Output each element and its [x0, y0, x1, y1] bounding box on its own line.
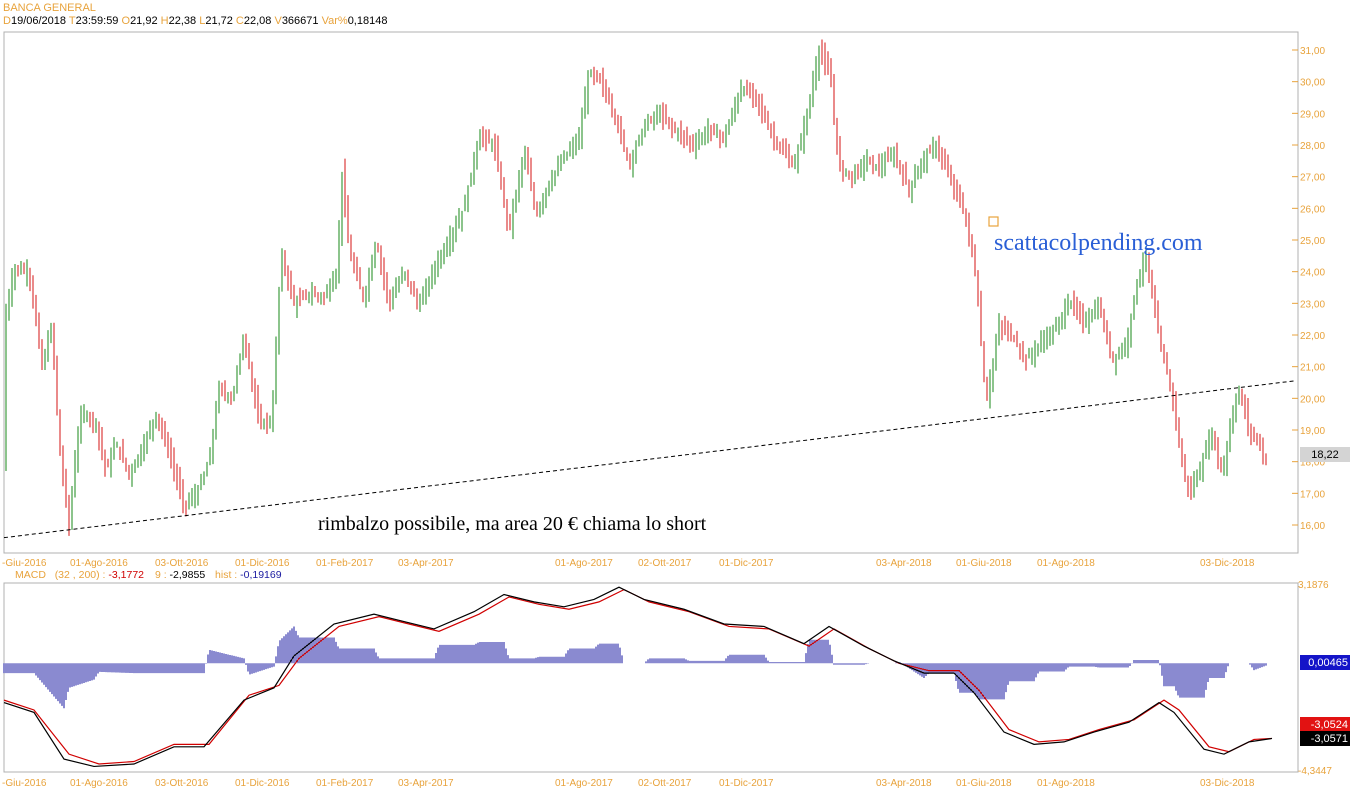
macd-y-top-label: 3,1876 — [1298, 580, 1329, 591]
y-tick-label: 17,00 — [1300, 489, 1325, 500]
macd-x-axis: -Giu-2016 01-Ago-2016 03-Ott-2016 01-Dic-20… — [2, 778, 1255, 789]
signal-value: -2,9855 — [169, 569, 206, 581]
x-tick-label: -Giu-2016 — [2, 778, 47, 789]
x-tick-label: 03-Apr-2018 — [876, 558, 932, 569]
volume-value: 366671 — [281, 15, 319, 27]
time-value: 23:59:59 — [75, 15, 119, 27]
high-label: H — [160, 15, 169, 27]
x-tick-label: 03-Ott-2016 — [155, 558, 209, 569]
macd-y-bottom-label: -4,3447 — [1298, 766, 1332, 777]
open-value: 21,92 — [130, 15, 158, 27]
close-label: C — [235, 15, 244, 27]
x-tick-label: 01-Giu-2018 — [956, 778, 1012, 789]
y-tick-label: 16,00 — [1300, 521, 1325, 532]
y-tick-label: 19,00 — [1300, 426, 1325, 437]
hist-value: -0,19169 — [240, 569, 282, 581]
y-tick-label: 30,00 — [1300, 78, 1325, 89]
y-tick-label: 23,00 — [1300, 299, 1325, 310]
watermark-square-icon — [988, 216, 999, 227]
var-value: 0,18148 — [347, 15, 388, 27]
y-tick-label: 27,00 — [1300, 173, 1325, 184]
y-tick-label: 24,00 — [1300, 268, 1325, 279]
x-tick-label: 01-Ago-2018 — [1037, 558, 1095, 569]
y-tick-label: 18,00 — [1300, 458, 1325, 469]
x-tick-label: -Giu-2016 — [2, 558, 47, 569]
x-tick-label: 03-Apr-2018 — [876, 778, 932, 789]
x-tick-label: 01-Dic-2017 — [719, 558, 774, 569]
price-x-axis: -Giu-2016 01-Ago-2016 03-Ott-2016 01-Dic-20… — [2, 558, 1255, 569]
time-label: T — [68, 15, 76, 27]
x-tick-label: 03-Ott-2016 — [155, 778, 209, 789]
macd-black-label-box — [1300, 731, 1350, 746]
x-tick-label: 01-Giu-2018 — [956, 558, 1012, 569]
candlestick-series — [5, 39, 1267, 536]
y-tick-label: 22,00 — [1300, 331, 1325, 342]
x-tick-label: 01-Feb-2017 — [316, 558, 374, 569]
macd-title: MACD — [15, 569, 46, 581]
high-value: 22,38 — [168, 15, 197, 27]
date-label: D — [3, 15, 11, 27]
last-price-box — [1300, 447, 1350, 462]
macd-params: (32 , 200) : — [54, 569, 106, 581]
x-tick-label: 01-Dic-2016 — [235, 558, 290, 569]
open-label: O — [121, 15, 131, 27]
date-value: 19/06/2018 — [10, 15, 67, 27]
x-tick-label: 01-Ago-2018 — [1037, 778, 1095, 789]
x-tick-label: 01-Feb-2017 — [316, 778, 374, 789]
chart-header: BANCA GENERAL D19/06/2018 T23:59:59 O21,… — [3, 2, 387, 28]
last-price-label: 18,22 — [1311, 449, 1339, 461]
macd-zero-label-box — [1300, 655, 1350, 670]
macd-header: MACD (32 , 200) : -3,1772 9 : -2,9855 hi… — [15, 569, 282, 581]
y-tick-label: 28,00 — [1300, 141, 1325, 152]
x-tick-label: 01-Ago-2017 — [555, 778, 613, 789]
macd-line — [3, 586, 1273, 768]
y-tick-label: 20,00 — [1300, 394, 1325, 405]
macd-zero-label: 0,00465 — [1308, 657, 1348, 669]
price-y-axis: 16,00 17,00 18,00 19,00 20,00 21,00 22,00 23,00… — [1292, 46, 1325, 532]
x-tick-label: 01-Ago-2016 — [70, 778, 128, 789]
price-panel-frame — [3, 31, 1299, 554]
x-tick-label: 02-Ott-2017 — [638, 778, 692, 789]
x-tick-label: 03-Dic-2018 — [1200, 778, 1255, 789]
x-tick-label: 01-Dic-2017 — [719, 778, 774, 789]
y-tick-label: 31,00 — [1300, 46, 1325, 57]
x-tick-label: 01-Dic-2016 — [235, 778, 290, 789]
close-value: 22,08 — [243, 15, 272, 27]
low-label: L — [199, 15, 206, 27]
macd-black-label: -3,0571 — [1311, 733, 1348, 745]
low-value: 21,72 — [205, 15, 233, 27]
hist-label: hist : — [215, 569, 238, 581]
macd-histogram — [3, 626, 1267, 709]
x-tick-label: 02-Ott-2017 — [638, 558, 692, 569]
x-tick-label: 03-Apr-2017 — [398, 778, 454, 789]
annotation-text: rimbalzo possibile, ma area 20 € chiama … — [318, 513, 707, 535]
instrument-title: BANCA GENERAL — [3, 2, 96, 14]
y-tick-label: 21,00 — [1300, 363, 1325, 374]
signal-label: 9 : — [154, 569, 167, 581]
volume-label: V — [274, 15, 282, 27]
x-tick-label: 03-Dic-2018 — [1200, 558, 1255, 569]
y-tick-label: 26,00 — [1300, 204, 1325, 215]
var-label: Var% — [321, 15, 348, 27]
y-tick-label: 25,00 — [1300, 236, 1325, 247]
macd-red-label-box — [1300, 717, 1350, 732]
x-tick-label: 03-Apr-2017 — [398, 558, 454, 569]
ohlc-info: D19/06/2018 T23:59:59 O21,92 H22,38 L21,… — [3, 15, 387, 28]
macd-value: -3,1772 — [108, 569, 145, 581]
x-tick-label: 01-Ago-2017 — [555, 558, 613, 569]
macd-panel-frame — [3, 582, 1299, 773]
macd-signal-line — [3, 588, 1273, 765]
watermark-text: scattacolpending.com — [994, 230, 1203, 256]
x-tick-label: 01-Ago-2016 — [70, 558, 128, 569]
macd-red-label: -3,0524 — [1311, 719, 1348, 731]
y-tick-label: 29,00 — [1300, 109, 1325, 120]
